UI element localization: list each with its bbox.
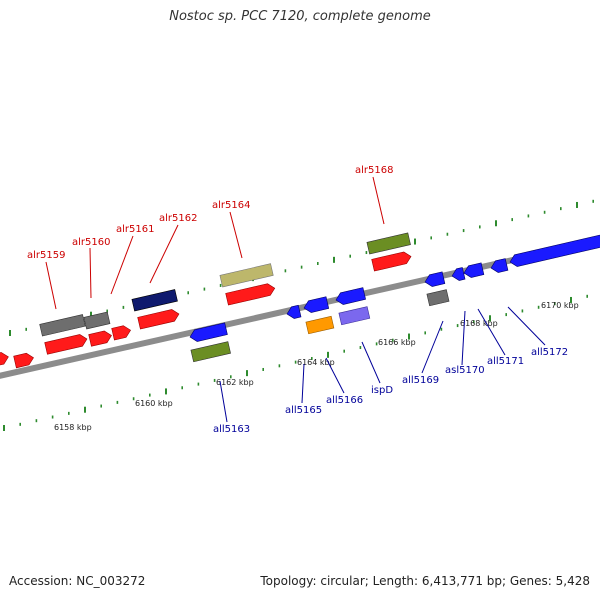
gene-label-reverse[interactable]: all5163 bbox=[213, 424, 250, 435]
gene-box-orange[interactable] bbox=[305, 315, 335, 335]
gene-arrow-blue[interactable] bbox=[424, 271, 446, 288]
gene-box-gray[interactable] bbox=[426, 289, 450, 307]
gene-arrow-red[interactable] bbox=[111, 324, 132, 341]
gene-label-forward[interactable]: alr5159 bbox=[27, 250, 65, 261]
accession-text: Accession: NC_003272 bbox=[9, 574, 146, 588]
gene-box-navy[interactable] bbox=[131, 289, 178, 312]
scale-label: 6158 kbp bbox=[54, 423, 92, 432]
gene-arrow-blue[interactable] bbox=[335, 287, 366, 306]
scale-label: 6166 kbp bbox=[378, 338, 416, 347]
gene-arrow-blue[interactable] bbox=[490, 258, 509, 274]
gene-label-reverse[interactable]: all5171 bbox=[487, 356, 524, 367]
scale-label: 6162 kbp bbox=[216, 378, 254, 387]
leader-line bbox=[461, 310, 466, 366]
gene-arrow-blue[interactable] bbox=[189, 322, 228, 343]
gene-label-forward[interactable]: alr5161 bbox=[116, 224, 154, 235]
gene-label-forward[interactable]: alr5162 bbox=[159, 213, 197, 224]
scale-label: 6160 kbp bbox=[135, 399, 173, 408]
leader-line bbox=[219, 380, 228, 423]
gene-arrow-blue[interactable] bbox=[509, 232, 600, 268]
gene-label-forward[interactable]: alr5164 bbox=[212, 200, 250, 211]
gene-label-forward[interactable]: alr5168 bbox=[355, 165, 393, 176]
gene-arrow-red[interactable] bbox=[137, 308, 181, 330]
gene-label-reverse[interactable]: ispD bbox=[371, 385, 393, 396]
gene-label-forward[interactable]: alr5160 bbox=[72, 237, 110, 248]
leader-line bbox=[301, 363, 305, 404]
gene-label-reverse[interactable]: all5172 bbox=[531, 347, 568, 358]
genome-backbone bbox=[0, 237, 600, 379]
leader-line bbox=[477, 308, 506, 356]
gene-box-gray[interactable] bbox=[83, 311, 111, 330]
gene-label-reverse[interactable]: asl5170 bbox=[445, 365, 485, 376]
gene-arrow-red[interactable] bbox=[371, 251, 413, 272]
gene-label-reverse[interactable]: all5165 bbox=[285, 405, 322, 416]
gene-box-olive[interactable] bbox=[366, 232, 411, 255]
map-title: Nostoc sp. PCC 7120, complete genome bbox=[169, 9, 431, 24]
gene-box-purple[interactable] bbox=[338, 306, 371, 326]
leader-line bbox=[372, 176, 385, 225]
gene-box-gray[interactable] bbox=[39, 314, 86, 337]
gene-arrow-red[interactable] bbox=[225, 282, 276, 306]
leader-line bbox=[325, 357, 345, 394]
gene-arrow-blue[interactable] bbox=[463, 262, 485, 279]
gene-arrow-red[interactable] bbox=[44, 333, 89, 355]
gene-arrow-blue[interactable] bbox=[286, 304, 302, 320]
gene-arrow-red[interactable] bbox=[0, 351, 10, 370]
gene-label-reverse[interactable]: all5169 bbox=[402, 375, 439, 386]
leader-line bbox=[507, 306, 546, 346]
leader-line bbox=[110, 235, 134, 295]
tick-track-bottom bbox=[3, 294, 589, 431]
scale-label: 6168 kbp bbox=[460, 319, 498, 328]
gene-arrow-blue[interactable] bbox=[451, 267, 466, 281]
leader-line bbox=[421, 320, 444, 374]
scale-label: 6170 kbp bbox=[541, 301, 579, 310]
topology-text: Topology: circular; Length: 6,413,771 bp… bbox=[260, 574, 590, 588]
leader-line bbox=[45, 261, 57, 310]
gene-arrow-red[interactable] bbox=[88, 330, 113, 347]
scale-label: 6164 kbp bbox=[297, 358, 335, 367]
gene-label-reverse[interactable]: all5166 bbox=[326, 395, 363, 406]
leader-line bbox=[89, 247, 92, 299]
gene-arrow-red[interactable] bbox=[13, 352, 35, 369]
gene-arrow-blue[interactable] bbox=[303, 296, 330, 314]
gene-box-khaki[interactable] bbox=[219, 263, 274, 288]
leader-line bbox=[361, 341, 381, 384]
leader-line bbox=[229, 211, 243, 259]
leader-line bbox=[149, 224, 179, 284]
gene-box-olive[interactable] bbox=[190, 341, 231, 363]
